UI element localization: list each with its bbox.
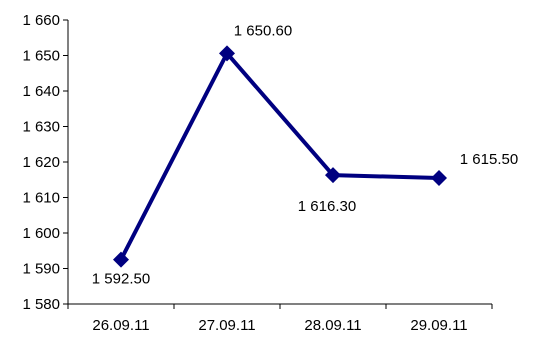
y-tick-label: 1 590 (22, 261, 60, 278)
y-tick-label: 1 640 (22, 83, 60, 100)
data-label: 1 615.50 (460, 151, 518, 168)
data-labels: 1 592.50 1 650.60 1 616.30 1 615.50 (92, 22, 518, 287)
x-tick-label: 29.09.11 (410, 317, 467, 334)
x-tick-label: 28.09.11 (304, 317, 361, 334)
series-line-group (113, 45, 447, 268)
x-tick-label: 27.09.11 (198, 317, 255, 334)
data-label: 1 616.30 (298, 198, 356, 215)
y-tick-label: 1 600 (22, 225, 60, 242)
data-point-marker (431, 169, 447, 186)
data-label: 1 650.60 (234, 22, 292, 39)
series-line (119, 51, 440, 261)
y-tick-label: 1 620 (22, 154, 60, 171)
x-tick-label: 26.09.11 (92, 317, 149, 334)
y-tick-label: 1 630 (22, 119, 60, 136)
y-tick-label: 1 650 (22, 48, 60, 65)
y-tick-label: 1 580 (22, 296, 60, 313)
data-label: 1 592.50 (92, 271, 150, 288)
data-point-marker (325, 167, 341, 184)
y-tick-label: 1 660 (22, 12, 60, 29)
data-point-marker (219, 45, 235, 62)
y-axis: 1 580 1 590 1 600 1 610 1 620 1 630 1 640 1 650… (22, 12, 69, 313)
x-axis: 26.09.11 27.09.11 28.09.11 29.09.11 (67, 303, 493, 334)
y-tick-label: 1 610 (22, 190, 60, 207)
data-point-marker (113, 251, 129, 268)
